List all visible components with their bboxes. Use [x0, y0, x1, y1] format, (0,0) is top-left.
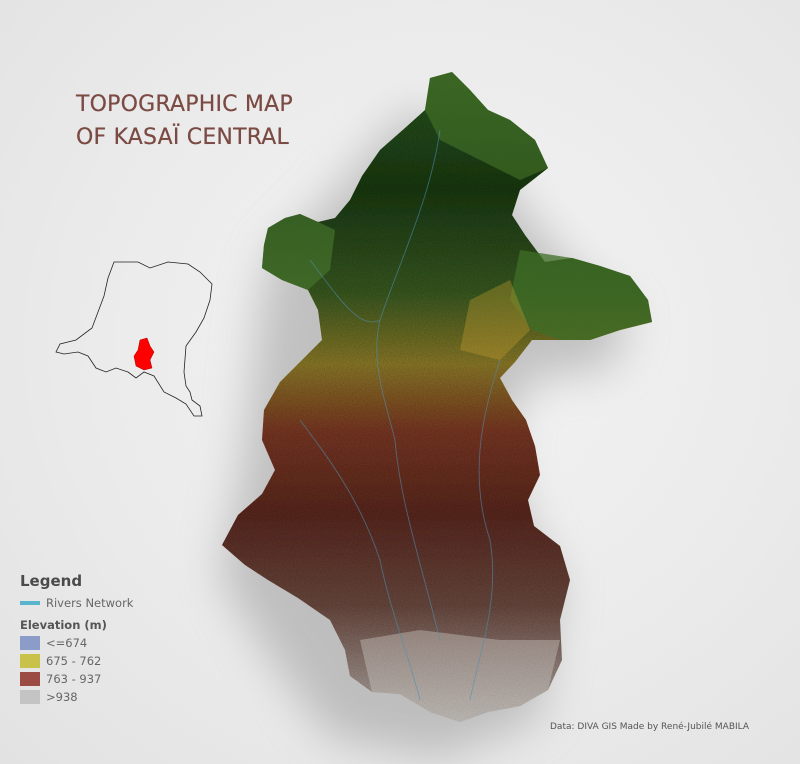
- elevation-heading: Elevation (m): [20, 618, 107, 632]
- elev-label-3: 763 - 937: [46, 672, 102, 686]
- drc-locator-inset: [55, 261, 213, 417]
- elev-label-2: 675 - 762: [46, 654, 102, 668]
- elev-swatch-2: [20, 654, 40, 668]
- elev-label-1: <=674: [46, 636, 88, 650]
- legend-item-rivers: Rivers Network: [20, 594, 133, 612]
- central-yellow-band: [460, 280, 530, 360]
- river-line-swatch: [20, 601, 40, 605]
- legend-label-rivers: Rivers Network: [46, 596, 134, 610]
- map-title: TOPOGRAPHIC MAP OF KASAÏ CENTRAL: [76, 88, 293, 154]
- drc-outline: [55, 261, 213, 417]
- legend-heading: Legend: [20, 572, 83, 590]
- legend-item-elev-2: 675 - 762: [20, 652, 133, 670]
- legend-item-elev-3: 763 - 937: [20, 670, 133, 688]
- east-lobe-lowland: [510, 250, 652, 340]
- elev-swatch-4: [20, 690, 40, 704]
- map-title-line1: TOPOGRAPHIC MAP: [76, 92, 293, 117]
- elev-label-4: >938: [46, 690, 78, 704]
- north-lobe-lowland: [425, 72, 548, 180]
- kasai-central-highlight: [133, 337, 155, 371]
- map-title-line2: OF KASAÏ CENTRAL: [76, 125, 290, 150]
- elev-swatch-3: [20, 672, 40, 686]
- legend-item-elev-4: >938: [20, 688, 133, 706]
- rivers-network: [299, 129, 501, 701]
- legend: Legend Rivers Network Elevation (m) <=67…: [20, 572, 133, 706]
- elev-swatch-1: [20, 636, 40, 650]
- southern-highland-grey: [360, 630, 560, 722]
- legend-item-elev-1: <=674: [20, 634, 133, 652]
- data-credit: Data: DIVA GIS Made by René-Jubilé MABIL…: [550, 722, 750, 732]
- west-lobe-lowland: [262, 214, 335, 290]
